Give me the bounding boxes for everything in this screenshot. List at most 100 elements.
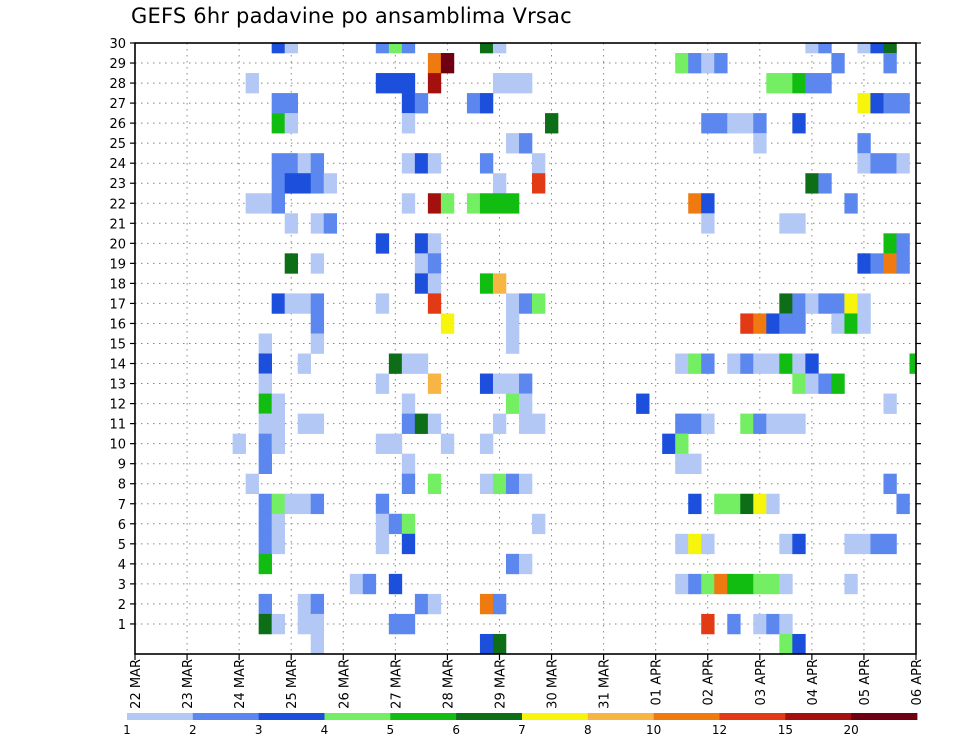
heatmap-cell (532, 293, 546, 314)
heatmap-cell (505, 313, 520, 334)
heatmap-cell (414, 273, 429, 294)
heatmap-cell (688, 53, 702, 74)
heatmap-cell (232, 433, 246, 454)
heatmap-cell (310, 333, 325, 354)
heatmap-cell (297, 153, 312, 174)
heatmap-cell (271, 293, 285, 314)
heatmap-cell (766, 353, 780, 374)
heatmap-cell (492, 273, 507, 294)
heatmap-cell (479, 93, 494, 114)
heatmap-cell (779, 613, 793, 635)
heatmap-cell (492, 43, 507, 54)
heatmap-cell (675, 533, 689, 555)
heatmap-cell (440, 433, 455, 454)
heatmap-cell (740, 413, 754, 434)
heatmap-cell (401, 43, 416, 54)
heatmap-cell (440, 53, 455, 74)
heatmap-cell (271, 113, 285, 134)
heatmap-cell (844, 313, 858, 334)
heatmap-cell (271, 513, 285, 535)
heatmap-cell (805, 293, 819, 314)
colorbar-swatch (127, 713, 194, 720)
y-tick-label: 2 (118, 598, 126, 613)
heatmap-cell (714, 573, 728, 595)
x-tick-label: 06 APR (910, 659, 925, 705)
y-tick-label: 8 (118, 478, 126, 493)
heatmap-cell (532, 513, 546, 535)
heatmap-cell (297, 173, 312, 194)
heatmap-cell (401, 473, 416, 495)
heatmap-cell (766, 313, 780, 334)
heatmap-cell (766, 613, 780, 635)
heatmap-cell (883, 53, 897, 74)
heatmap-cell (532, 413, 546, 434)
heatmap-cell (831, 53, 845, 74)
heatmap-cell (310, 253, 325, 274)
heatmap-cell (505, 293, 520, 314)
heatmap-cell (727, 573, 741, 595)
heatmap-cell (792, 293, 806, 314)
heatmap-cell (284, 213, 299, 234)
y-tick-label: 22 (109, 197, 126, 212)
heatmap-cell (258, 393, 272, 414)
heatmap-cell (492, 173, 507, 194)
colorbar-label: 12 (712, 723, 727, 737)
heatmap-cell (727, 493, 741, 515)
heatmap-cell (857, 133, 871, 154)
heatmap-cell (375, 233, 390, 254)
heatmap-cell (375, 433, 390, 454)
heatmap-cell (388, 613, 403, 635)
heatmap-cell (883, 533, 897, 555)
x-tick-label: 28 MAR (441, 659, 456, 709)
heatmap-cell (388, 353, 403, 374)
heatmap-cell (271, 433, 285, 454)
heatmap-cell (714, 113, 728, 134)
heatmap-cell (245, 473, 259, 495)
heatmap-cell (675, 453, 689, 474)
heatmap-cell (414, 413, 429, 434)
heatmap-cell (857, 93, 871, 114)
heatmap-cell (844, 193, 858, 214)
heatmap-cell (766, 413, 780, 434)
heatmap-cell (883, 93, 897, 114)
y-tick-label: 20 (109, 237, 126, 252)
heatmap-cell (518, 553, 533, 575)
y-tick-label: 28 (109, 77, 126, 92)
heatmap-cell (753, 113, 767, 134)
heatmap-cell (675, 573, 689, 595)
heatmap-cell (779, 533, 793, 555)
y-tick-label: 25 (109, 137, 126, 152)
heatmap-cell (883, 393, 897, 414)
heatmap-cell (505, 373, 520, 394)
x-tick-label: 25 MAR (285, 659, 300, 709)
heatmap-cell (310, 313, 325, 334)
colorbar-label: 4 (321, 723, 329, 737)
heatmap-cell (258, 193, 272, 214)
heatmap-cell (818, 373, 832, 394)
heatmap-cell (492, 373, 507, 394)
heatmap-cell (479, 373, 494, 394)
heatmap-cell (870, 43, 884, 54)
y-tick-label: 16 (109, 317, 126, 332)
heatmap-cell (870, 153, 884, 174)
y-axis-ticks: 1234567891011121314151617181920212223242… (109, 37, 921, 633)
x-tick-label: 22 MAR (129, 659, 144, 709)
heatmap-cell (284, 253, 299, 274)
heatmap-cell (414, 253, 429, 274)
heatmap-cell (831, 373, 845, 394)
heatmap-cell (779, 413, 793, 434)
heatmap-cell (701, 573, 715, 595)
heatmap-cell (505, 393, 520, 414)
heatmap-cell (532, 173, 546, 194)
heatmap-cell (518, 293, 533, 314)
heatmap-cell (779, 633, 793, 655)
heatmap-cell (831, 293, 845, 314)
heatmap-cell (401, 153, 416, 174)
colorbar-swatch (192, 713, 260, 720)
heatmap-cell (245, 193, 259, 214)
heatmap-cell (675, 53, 689, 74)
heatmap-cell (753, 353, 767, 374)
y-tick-label: 9 (118, 458, 126, 473)
heatmap-cell (896, 233, 910, 254)
colorbar: 1 2 3 4 5 6 7 8 10 12 15 20 (123, 713, 918, 737)
